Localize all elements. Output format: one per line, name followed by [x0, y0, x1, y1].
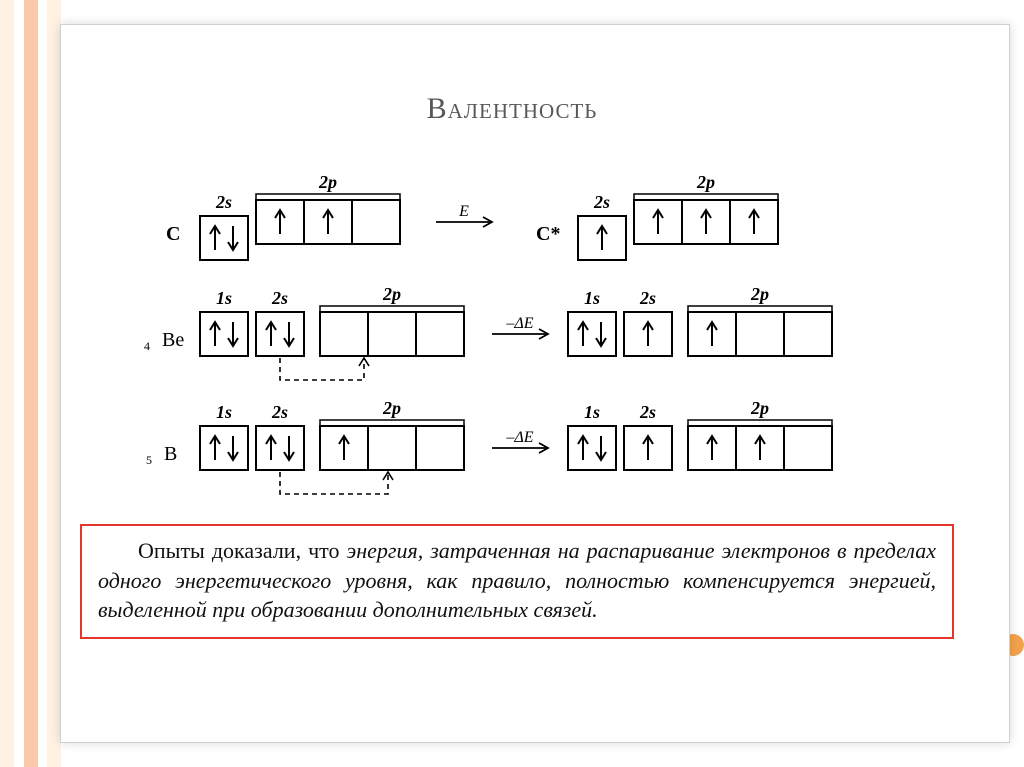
svg-text:1s: 1s: [216, 402, 232, 422]
svg-text:2p: 2p: [696, 172, 715, 192]
svg-text:5: 5: [146, 453, 152, 467]
svg-text:1s: 1s: [216, 288, 232, 308]
svg-text:2s: 2s: [271, 402, 288, 422]
svg-text:4: 4: [144, 339, 150, 353]
svg-text:2s: 2s: [593, 192, 610, 212]
svg-text:C*: C*: [536, 223, 560, 245]
page-title: Валентность: [0, 92, 1024, 126]
svg-text:C: C: [166, 223, 180, 245]
svg-text:2s: 2s: [271, 288, 288, 308]
svg-text:Be: Be: [162, 329, 184, 351]
conclusion-textbox: Опыты доказали, что энергия, затраченная…: [80, 524, 954, 639]
svg-text:2p: 2p: [382, 398, 401, 418]
svg-text:1s: 1s: [584, 288, 600, 308]
svg-text:2p: 2p: [750, 284, 769, 304]
svg-text:2s: 2s: [639, 288, 656, 308]
orbital-diagram: C 2s 2p E C* 2s 2p 4 Be 1s 2s 2p –ΔE 1s 2s 2p 5B 1s 2s 2p –Δ…: [140, 152, 904, 504]
svg-text:B: B: [164, 443, 177, 465]
svg-text:2s: 2s: [639, 402, 656, 422]
svg-text:E: E: [458, 203, 469, 220]
svg-text:–ΔE: –ΔE: [505, 429, 533, 446]
svg-text:1s: 1s: [584, 402, 600, 422]
svg-text:–ΔE: –ΔE: [505, 315, 533, 332]
textbox-lead: Опыты доказали, что: [138, 538, 339, 563]
svg-text:2p: 2p: [750, 398, 769, 418]
svg-text:2p: 2p: [382, 284, 401, 304]
svg-text:2s: 2s: [215, 192, 232, 212]
svg-text:2p: 2p: [318, 172, 337, 192]
